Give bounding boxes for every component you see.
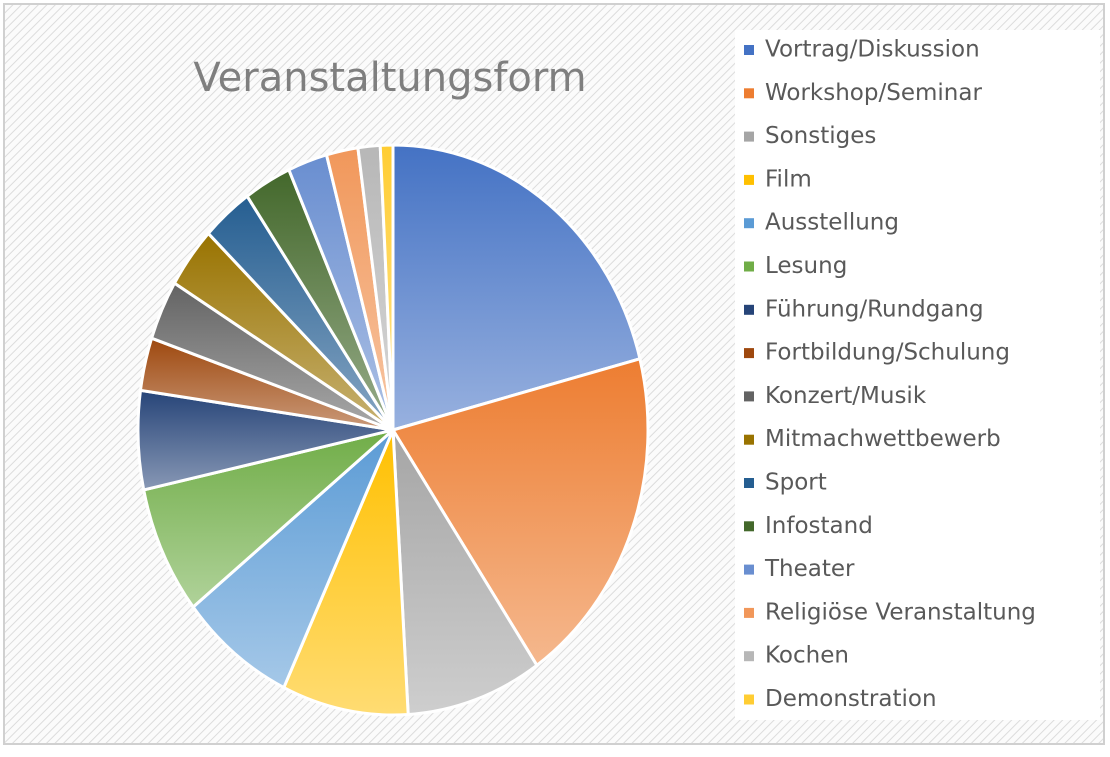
legend-label: Infostand — [765, 513, 873, 539]
legend-label: Demonstration — [765, 686, 937, 712]
pie-slice — [141, 428, 394, 610]
legend-swatch — [744, 651, 754, 662]
legend-swatch — [744, 304, 754, 315]
pie-slice — [390, 356, 650, 668]
legend-swatch — [744, 45, 754, 55]
legend-label: Mitmachwettbewerb — [765, 426, 1001, 452]
legend-label: Lesung — [765, 253, 847, 279]
legend-label: Führung/Rundgang — [765, 296, 984, 322]
legend-swatch — [744, 218, 754, 229]
legend-swatch — [744, 521, 754, 532]
legend-label: Sonstiges — [765, 123, 876, 149]
legend-label: Film — [765, 166, 812, 192]
legend-swatch — [744, 348, 754, 359]
legend-label: Theater — [764, 556, 855, 582]
legend-swatch — [744, 607, 754, 618]
legend-swatch — [744, 478, 754, 488]
pie-slice — [378, 143, 395, 431]
legend-label: Religiöse Veranstaltung — [765, 599, 1036, 625]
legend-label: Konzert/Musik — [765, 383, 927, 409]
legend-swatch — [744, 564, 754, 575]
legend-label: Ausstellung — [765, 210, 899, 236]
legend-swatch — [744, 174, 754, 185]
legend-swatch — [744, 261, 754, 272]
legend-swatch — [744, 694, 754, 705]
pie-slice — [191, 428, 395, 690]
chart-title: Veranstaltungsform — [193, 55, 586, 101]
legend-swatch — [744, 131, 754, 142]
legend-label: Kochen — [765, 643, 849, 669]
legend-box — [735, 30, 1100, 720]
legend-label: Sport — [765, 470, 827, 496]
legend-swatch — [744, 88, 754, 99]
legend-label: Workshop/Seminar — [765, 80, 982, 106]
legend-swatch — [744, 391, 754, 402]
pie-slice — [281, 429, 410, 717]
legend-label: Fortbildung/Schulung — [765, 340, 1010, 366]
legend-label: Vortrag/Diskussion — [765, 37, 980, 63]
legend-swatch — [744, 434, 754, 445]
pie-slice — [391, 429, 539, 717]
pie-slice — [391, 143, 642, 432]
